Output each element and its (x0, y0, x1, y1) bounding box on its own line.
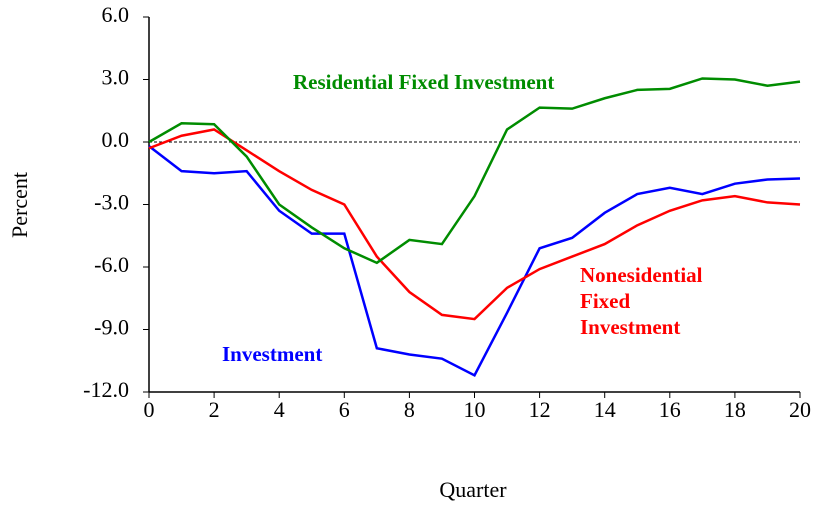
x-tick-label: 18 (724, 397, 746, 422)
x-tick-label: 0 (144, 397, 155, 422)
x-tick-label: 20 (789, 397, 811, 422)
series-label: Residential Fixed Investment (293, 70, 555, 94)
x-tick-label: 10 (464, 397, 486, 422)
x-axis-title: Quarter (439, 477, 507, 502)
series-label: Nonesidential Fixed Investment (580, 263, 703, 339)
series-line (148, 128, 801, 321)
y-tick-label: 3.0 (102, 65, 130, 90)
y-tick-label: -6.0 (94, 252, 129, 277)
x-tick-label: 8 (404, 397, 415, 422)
series-label: Investment (222, 342, 323, 366)
x-tick-label: 4 (274, 397, 285, 422)
y-tick-label: 0.0 (102, 127, 130, 152)
y-axis-title: Percent (7, 172, 32, 238)
y-tick-label: 6.0 (102, 2, 130, 27)
y-tick-label: -9.0 (94, 315, 129, 340)
x-tick-label: 12 (529, 397, 551, 422)
x-tick-label: 6 (339, 397, 350, 422)
series-line (148, 77, 801, 265)
x-tick-label: 2 (209, 397, 220, 422)
x-tick-label: 16 (659, 397, 681, 422)
series-line (148, 145, 801, 378)
x-tick-label: 14 (594, 397, 616, 422)
y-tick-label: -3.0 (94, 190, 129, 215)
y-tick-label: -12.0 (83, 377, 129, 402)
